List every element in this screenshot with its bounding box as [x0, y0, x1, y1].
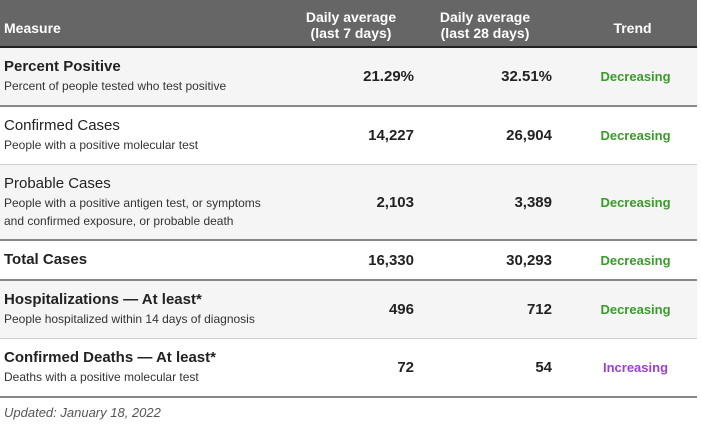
header-avg-28-line1: Daily average: [439, 9, 531, 25]
measure-subtitle-line1: People with a positive antigen test, or …: [4, 195, 261, 210]
measure-cell: Percent Positive Percent of people teste…: [0, 48, 286, 105]
header-avg-7-days: Daily average (last 7 days): [286, 0, 416, 46]
measure-subtitle: Percent of people tested who test positi…: [4, 79, 227, 93]
avg-28-value: 30,293: [506, 251, 552, 269]
avg-28-value: 3,389: [514, 193, 552, 211]
trend-badge: Decreasing: [600, 194, 671, 210]
trend-badge: Decreasing: [600, 69, 671, 84]
trend-badge: Decreasing: [600, 128, 671, 143]
measure-title: Total Cases: [4, 251, 88, 268]
table-row-percent-positive: Percent Positive Percent of people teste…: [0, 48, 697, 107]
trend-badge: Decreasing: [600, 302, 671, 317]
avg-28-value: 712: [526, 301, 552, 318]
avg-7-value: 16,330: [368, 251, 414, 269]
trend-badge: Decreasing: [600, 252, 671, 268]
measure-title: Hospitalizations — At least*: [4, 291, 202, 308]
table-row-confirmed-cases: Confirmed Cases People with a positive m…: [0, 107, 697, 165]
measure-cell: Probable Cases People with a positive an…: [0, 165, 286, 239]
measure-title: Percent Positive: [4, 58, 121, 75]
measure-cell: Total Cases: [0, 241, 286, 279]
header-avg-28-line2: (last 28 days): [440, 25, 530, 41]
table-row-hospitalizations: Hospitalizations — At least* People hosp…: [0, 281, 697, 339]
avg-7-value: 21.29%: [363, 68, 414, 85]
table-row-total-cases: Total Cases 16,330 30,293 Decreasing: [0, 241, 697, 281]
trend-badge: Increasing: [602, 360, 669, 375]
measure-cell: Hospitalizations — At least* People hosp…: [0, 281, 286, 338]
measure-title: Probable Cases: [4, 174, 111, 192]
updated-date: Updated: January 18, 2022: [4, 405, 161, 420]
measure-subtitle-line2: and confirmed exposure, or probable deat…: [4, 213, 234, 228]
header-avg-7-line2: (last 7 days): [310, 25, 392, 41]
header-avg-28-days: Daily average (last 28 days): [416, 0, 554, 46]
table-header: Measure Daily average (last 7 days) Dail…: [0, 0, 697, 48]
avg-7-value: 72: [397, 359, 414, 376]
avg-28-value: 26,904: [506, 127, 552, 144]
measure-cell: Confirmed Cases People with a positive m…: [0, 107, 286, 164]
measure-subtitle: People with a positive molecular test: [4, 138, 199, 152]
avg-7-value: 14,227: [368, 127, 414, 144]
covid-metrics-table: Measure Daily average (last 7 days) Dail…: [0, 0, 697, 398]
header-measure: Measure: [4, 20, 61, 36]
avg-28-value: 32.51%: [501, 68, 552, 85]
header-trend: Trend: [613, 20, 652, 36]
avg-28-value: 54: [535, 359, 552, 376]
measure-cell: Confirmed Deaths — At least* Deaths with…: [0, 339, 286, 396]
table-row-confirmed-deaths: Confirmed Deaths — At least* Deaths with…: [0, 339, 697, 398]
avg-7-value: 496: [388, 301, 414, 318]
measure-title: Confirmed Cases: [4, 117, 120, 134]
table-row-probable-cases: Probable Cases People with a positive an…: [0, 165, 697, 241]
measure-subtitle: People hospitalized within 14 days of di…: [4, 312, 255, 326]
header-avg-7-line1: Daily average: [305, 9, 397, 25]
avg-7-value: 2,103: [376, 193, 414, 211]
measure-title: Confirmed Deaths — At least*: [4, 349, 216, 366]
measure-subtitle: Deaths with a positive molecular test: [4, 370, 199, 384]
